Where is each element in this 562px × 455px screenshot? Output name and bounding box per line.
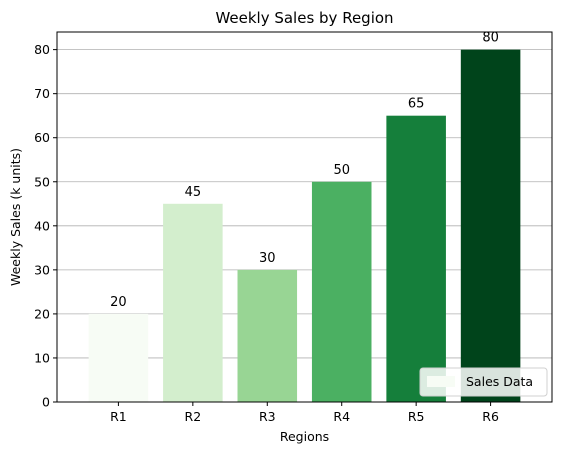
y-tick-label: 10 xyxy=(34,350,50,365)
bar-r6 xyxy=(460,49,521,402)
y-tick-label: 0 xyxy=(42,395,50,410)
data-label-r4: 50 xyxy=(333,163,350,178)
y-tick-label: 40 xyxy=(34,218,50,233)
x-tick-label: R1 xyxy=(110,409,127,424)
data-label-r2: 45 xyxy=(185,185,202,200)
x-tick-label: R6 xyxy=(482,409,499,424)
legend-swatch xyxy=(427,376,455,387)
bar-r1 xyxy=(88,313,149,402)
x-axis-title: Regions xyxy=(280,429,329,444)
x-tick-label: R2 xyxy=(185,409,202,424)
y-tick-label: 80 xyxy=(34,42,50,57)
y-axis: 0 10 20 30 40 50 60 70 80 xyxy=(34,42,57,410)
y-tick-label: 50 xyxy=(34,174,50,189)
legend-label: Sales Data xyxy=(466,374,533,389)
bar-r3 xyxy=(237,269,298,402)
legend-box xyxy=(419,367,548,397)
bar-r4 xyxy=(311,181,372,402)
y-tick-label: 30 xyxy=(34,262,50,277)
data-label-r3: 30 xyxy=(259,251,276,266)
plot-area-frame xyxy=(56,31,553,403)
bar-r5 xyxy=(386,115,446,402)
y-axis-title: Weekly Sales (k units) xyxy=(8,148,23,286)
legend: Sales Data xyxy=(419,367,548,397)
y-tick-label: 60 xyxy=(34,130,50,145)
y-tick-label: 20 xyxy=(34,306,50,321)
data-label-r6: 80 xyxy=(482,31,499,46)
chart-title: Weekly Sales by Region xyxy=(215,9,393,27)
x-tick-label: R3 xyxy=(259,409,276,424)
data-label-r5: 65 xyxy=(408,97,425,112)
data-label-r1: 20 xyxy=(110,295,127,310)
data-labels: 20 45 30 50 65 80 xyxy=(110,31,499,310)
y-tick-label: 70 xyxy=(34,86,50,101)
bars xyxy=(88,49,521,402)
bar-r2 xyxy=(163,203,223,402)
x-axis: R1 R2 R3 R4 R5 R6 xyxy=(110,402,499,424)
x-tick-label: R4 xyxy=(333,409,350,424)
x-tick-label: R5 xyxy=(408,409,425,424)
